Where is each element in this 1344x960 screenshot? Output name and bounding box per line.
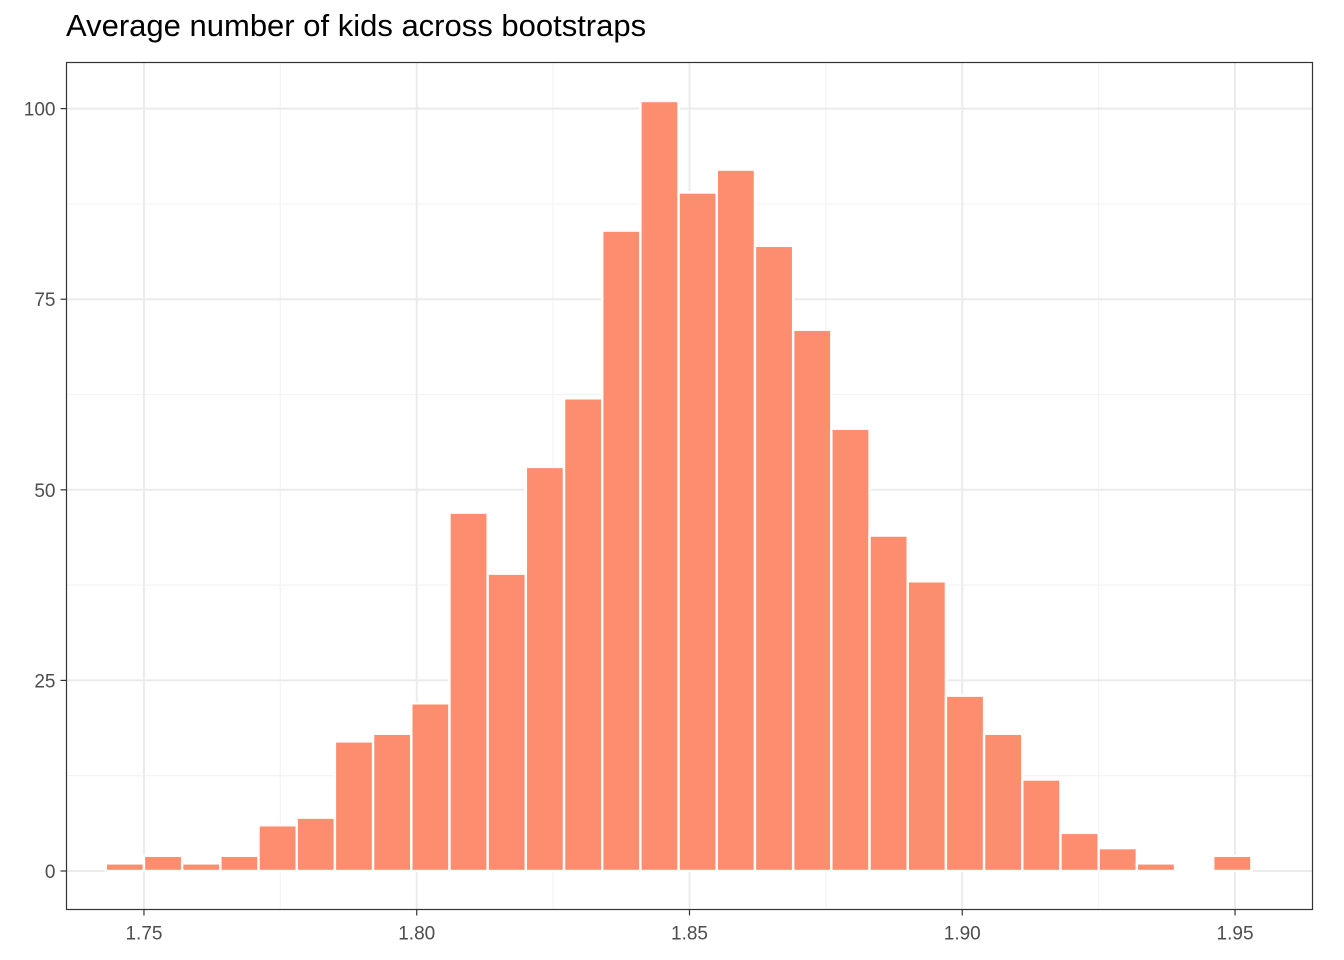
histogram-bar (142, 854, 184, 873)
x-tick-label: 1.90 (944, 924, 981, 945)
histogram-bar (104, 862, 146, 873)
histogram-bar (601, 229, 642, 873)
histogram-bar (524, 465, 566, 873)
axis-ticks: 1.75 1.80 1.85 1.90 1.95 0 25 50 75 100 (24, 100, 1254, 945)
histogram-bar (1059, 831, 1100, 873)
histogram-bar (1021, 778, 1062, 873)
x-tick-label: 1.75 (125, 924, 162, 945)
histogram-bar (180, 862, 222, 873)
y-tick-label: 0 (45, 862, 56, 883)
x-tick-label: 1.85 (671, 924, 708, 945)
histogram-bar (295, 816, 337, 873)
histogram-bar (868, 534, 909, 873)
histogram-bar (639, 99, 680, 873)
histogram-bar (791, 328, 833, 873)
histogram-bar (753, 244, 795, 873)
histogram-bar (448, 511, 489, 873)
histogram-bar (257, 824, 298, 873)
y-tick-label: 25 (34, 671, 55, 692)
histogram-bar (944, 694, 986, 873)
histogram-bar (1097, 846, 1139, 873)
histogram-bar (562, 397, 604, 873)
histogram-bar (486, 572, 528, 873)
histogram-bar (677, 191, 718, 873)
y-tick-label: 50 (34, 481, 55, 502)
histogram-bar (410, 702, 451, 873)
x-tick-label: 1.80 (398, 924, 435, 945)
histogram-bar (982, 732, 1024, 873)
chart-title: Average number of kids across bootstraps (66, 8, 647, 43)
histogram-bar (715, 168, 757, 873)
histogram-bar (906, 580, 948, 873)
histogram-bar (333, 740, 375, 873)
histogram-bars (104, 99, 1253, 873)
histogram-bar (219, 854, 260, 873)
y-tick-label: 100 (24, 100, 56, 121)
histogram-bar (1135, 862, 1177, 873)
x-tick-label: 1.95 (1217, 924, 1254, 945)
histogram-bar (371, 732, 413, 873)
y-tick-label: 75 (34, 290, 55, 311)
histogram-bar (1212, 854, 1253, 873)
histogram-bar (830, 427, 871, 873)
histogram-bar (1173, 869, 1215, 873)
